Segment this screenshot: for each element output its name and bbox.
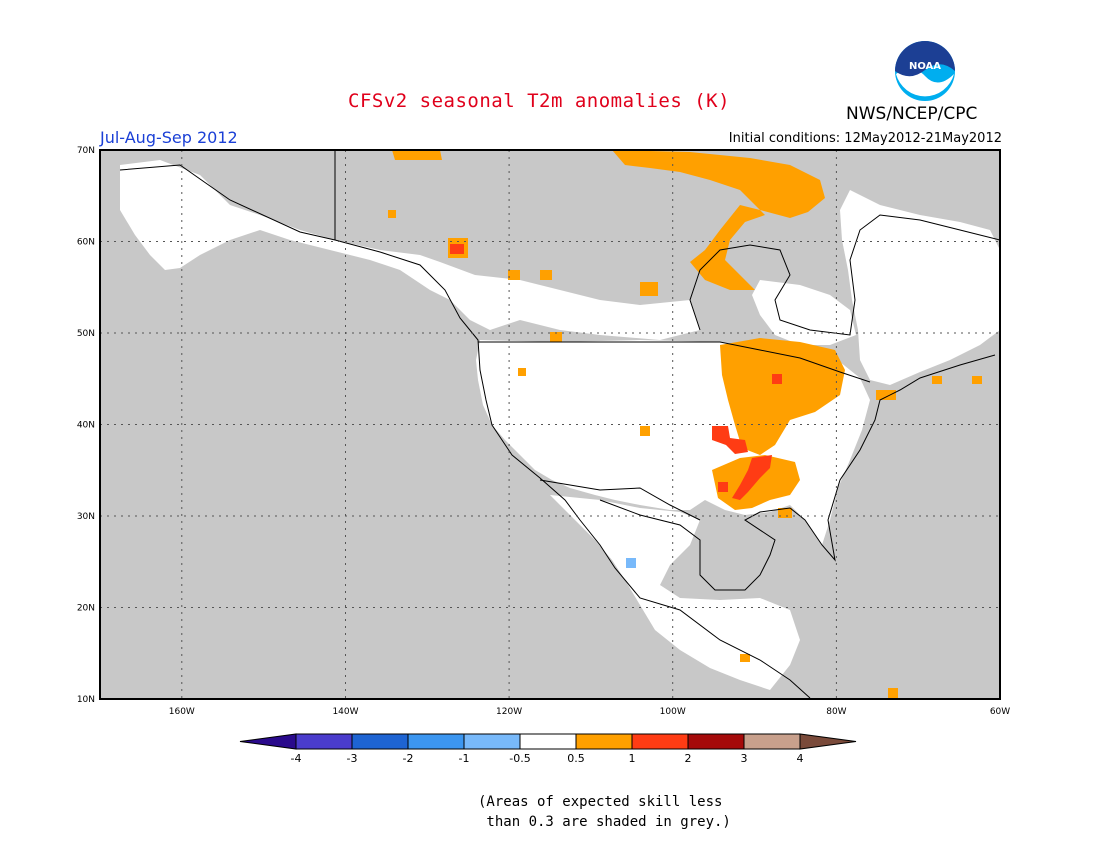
noaa-logo-text: NOAA xyxy=(909,61,941,72)
lat-label: 70N xyxy=(77,146,95,156)
footnote-line-2: than 0.3 are shaded in grey.) xyxy=(478,814,731,830)
white-region-east-canada xyxy=(840,190,1000,385)
colorbar-label: -1 xyxy=(459,752,470,765)
lat-label: 40N xyxy=(77,421,95,431)
lon-label: 120W xyxy=(496,707,522,717)
border-us-canada xyxy=(478,341,871,383)
period-label: Jul-Aug-Sep 2012 xyxy=(100,128,238,147)
lat-label: 20N xyxy=(77,604,95,614)
white-region-mexico xyxy=(550,495,800,690)
orange-cell-7 xyxy=(876,390,896,400)
colorbar-label: 3 xyxy=(741,752,748,765)
footnote: (Areas of expected skill less than 0.3 a… xyxy=(478,792,731,832)
initial-conditions-label: Initial conditions: 12May2012-21May2012 xyxy=(728,131,1002,146)
colorbar-swatch xyxy=(519,733,577,750)
footnote-line-1: (Areas of expected skill less xyxy=(478,794,723,810)
red-region-missouri xyxy=(712,426,748,454)
orange-cell-6 xyxy=(518,368,526,376)
blue-cell-mexico xyxy=(626,558,636,568)
orange-cell-8 xyxy=(932,376,942,384)
lon-label: 140W xyxy=(332,707,358,717)
coastline-hudson xyxy=(689,214,1000,336)
lon-label: 160W xyxy=(169,707,195,717)
colorbar-label: -4 xyxy=(291,752,302,765)
orange-cell-4 xyxy=(550,332,562,342)
colorbar-label: -3 xyxy=(347,752,358,765)
gridlines xyxy=(100,150,1000,699)
colorbar-swatch xyxy=(351,733,409,750)
map-frame xyxy=(99,149,1001,700)
colorbar-label: 4 xyxy=(797,752,804,765)
colorbar-arrow-high xyxy=(799,733,857,750)
orange-region-great-lakes xyxy=(720,338,845,455)
orange-cell-11 xyxy=(888,688,898,698)
red-cell-canada xyxy=(450,244,464,254)
red-cell-ark xyxy=(718,482,728,492)
colorbar-swatch xyxy=(295,733,353,750)
colorbar: -4 -3 -2 -1 -0.5 0.5 1 2 3 4 xyxy=(239,733,857,765)
colorbar-label: 2 xyxy=(685,752,692,765)
lat-label: 50N xyxy=(77,329,95,339)
border-us-mexico xyxy=(539,479,701,521)
orange-region-labrador xyxy=(612,150,825,290)
agency-label: NWS/NCEP/CPC xyxy=(846,104,978,124)
shading-layer xyxy=(120,150,1000,698)
colorbar-label: -2 xyxy=(403,752,414,765)
lon-label: 80W xyxy=(826,707,846,717)
colorbar-label: 1 xyxy=(629,752,636,765)
orange-cell-1 xyxy=(508,270,520,280)
orange-cell-13 xyxy=(388,210,396,218)
colorbar-swatch xyxy=(407,733,465,750)
orange-cell-10 xyxy=(778,508,792,518)
orange-cell-3 xyxy=(640,282,658,296)
colorbar-swatch xyxy=(743,733,801,750)
colorbar-swatch xyxy=(575,733,633,750)
noaa-logo: NOAA xyxy=(895,41,955,101)
colorbar-swatch xyxy=(687,733,745,750)
lat-label: 10N xyxy=(77,695,95,705)
orange-cell-9 xyxy=(972,376,982,384)
orange-cell-2 xyxy=(540,270,552,280)
lat-label: 60N xyxy=(77,238,95,248)
colorbar-swatch xyxy=(463,733,521,750)
orange-cell-12 xyxy=(740,654,750,662)
colorbar-label: -0.5 xyxy=(509,752,530,765)
lon-label: 60W xyxy=(990,707,1010,717)
coastline-layer xyxy=(119,150,1000,699)
colorbar-arrow-low xyxy=(239,733,297,750)
map-title: CFSv2 seasonal T2m anomalies (K) xyxy=(348,90,731,112)
white-region-alaska xyxy=(120,160,700,340)
coastline-gulf xyxy=(599,354,996,591)
red-cell-michigan xyxy=(772,374,782,384)
orange-cell-5 xyxy=(640,426,650,436)
lat-label: 30N xyxy=(77,512,95,522)
lon-label: 100W xyxy=(660,707,686,717)
colorbar-swatch xyxy=(631,733,689,750)
white-region-hudson xyxy=(752,280,856,345)
orange-region-north-coast xyxy=(392,150,442,160)
colorbar-label: 0.5 xyxy=(567,752,585,765)
red-region-lower-mississippi xyxy=(732,455,772,500)
